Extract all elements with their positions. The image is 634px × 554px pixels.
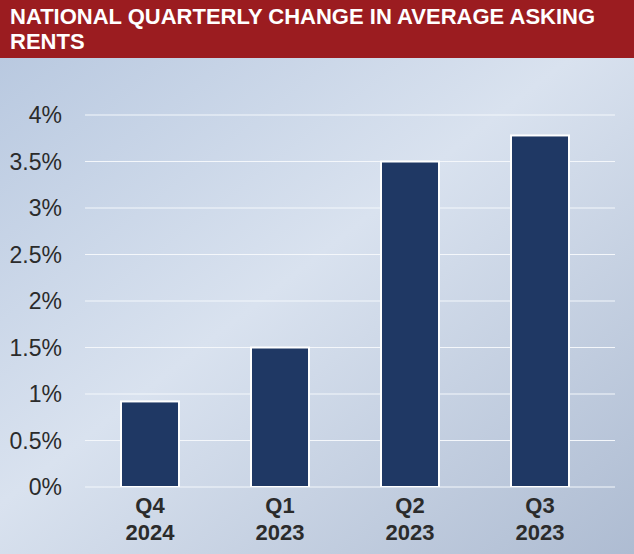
x-label-line: Q1: [265, 493, 294, 518]
bar: [511, 135, 569, 487]
x-tick-label: Q22023: [386, 493, 435, 545]
title: NATIONAL QUARTERLY CHANGE IN AVERAGE ASK…: [10, 4, 595, 54]
x-label-line: 2024: [126, 520, 176, 545]
y-tick-label: 3%: [29, 195, 62, 221]
y-tick-label: 2%: [29, 288, 62, 314]
x-label-line: Q4: [135, 493, 165, 518]
x-tick-label: Q32023: [516, 493, 565, 545]
title-banner: [0, 0, 634, 58]
y-tick-label: 3.5%: [10, 149, 62, 175]
y-tick-label: 2.5%: [10, 242, 62, 268]
background: [0, 58, 634, 554]
x-label-line: Q2: [395, 493, 424, 518]
y-tick-label: 1.5%: [10, 335, 62, 361]
x-label-line: 2023: [516, 520, 565, 545]
grid-line: [85, 114, 615, 115]
bar: [121, 401, 179, 487]
x-tick-label: Q42024: [126, 493, 176, 545]
x-tick-label: Q12023: [256, 493, 305, 545]
bar: [251, 348, 309, 488]
y-tick-label: 0.5%: [10, 428, 62, 454]
bar: [381, 162, 439, 488]
x-label-line: 2023: [256, 520, 305, 545]
y-tick-labels: 0% 0.5% 1% 1.5% 2% 2.5% 3% 3.5% 4%: [10, 102, 62, 500]
x-tick-labels: Q42024Q12023Q22023Q32023: [126, 493, 565, 545]
y-tick-label: 1%: [29, 381, 62, 407]
x-label-line: Q3: [525, 493, 554, 518]
y-tick-label: 4%: [29, 102, 62, 128]
chart-svg: NATIONAL QUARTERLY CHANGE IN AVERAGE ASK…: [0, 0, 634, 554]
chart-root: NATIONAL QUARTERLY CHANGE IN AVERAGE ASK…: [0, 0, 634, 554]
grid: [85, 115, 615, 487]
x-label-line: 2023: [386, 520, 435, 545]
y-tick-label: 0%: [29, 474, 62, 500]
title-line: RENTS: [10, 29, 85, 54]
title-line: NATIONAL QUARTERLY CHANGE IN AVERAGE ASK…: [10, 4, 595, 29]
bars: [121, 135, 569, 487]
